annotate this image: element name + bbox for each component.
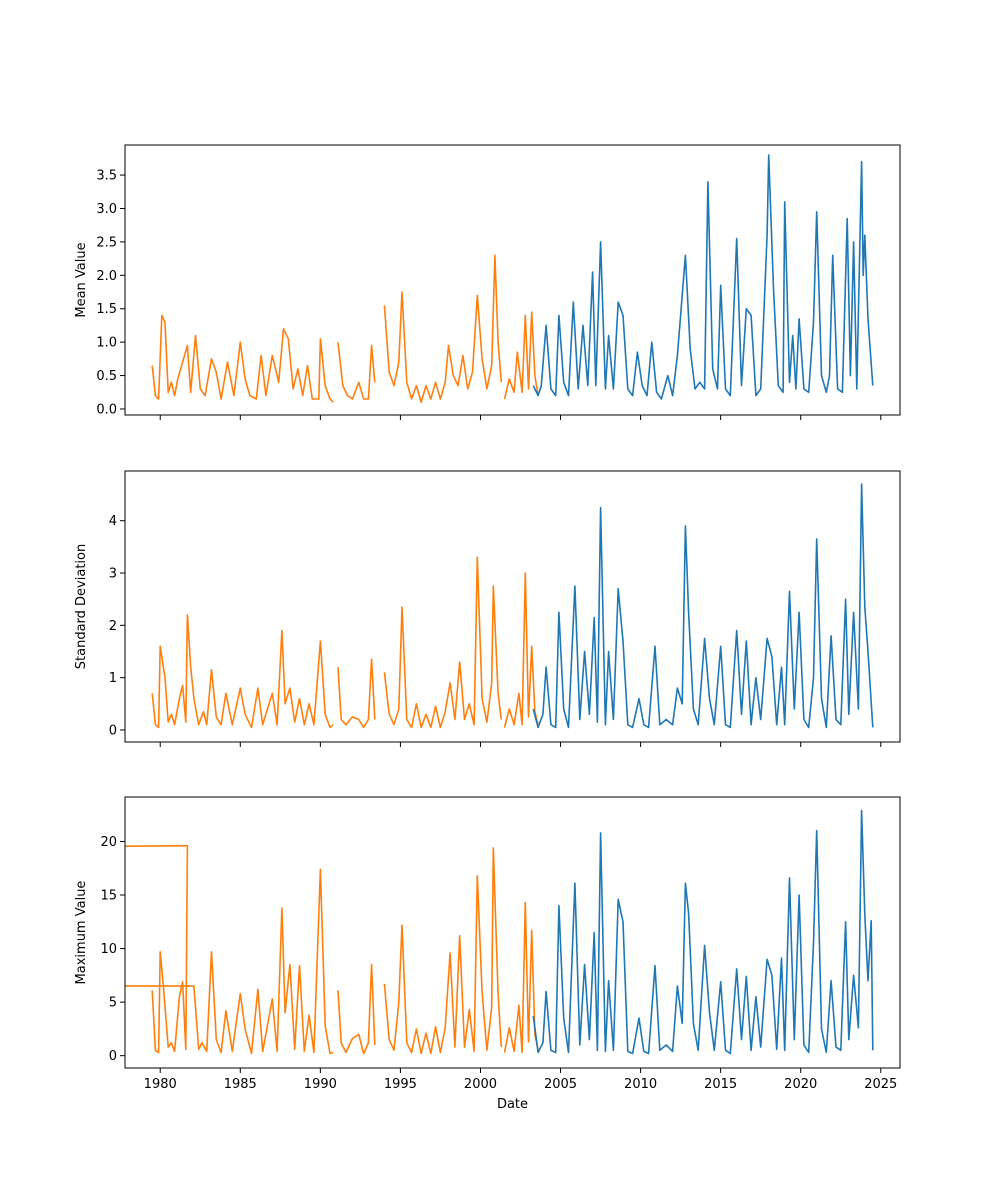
series-segment bbox=[383, 847, 503, 1055]
series-segment bbox=[503, 311, 539, 400]
x-tick-label: 2010 bbox=[624, 1077, 657, 1092]
y-tick-label: 0 bbox=[109, 1049, 117, 1064]
series-2-line bbox=[532, 154, 874, 400]
series-segment bbox=[151, 314, 334, 403]
y-axis-label: Standard Deviation bbox=[74, 544, 89, 669]
y-tick-label: 3 bbox=[109, 567, 117, 582]
series-2-line bbox=[532, 809, 874, 1055]
y-tick-label: 2 bbox=[109, 619, 117, 634]
x-tick-label: 2005 bbox=[544, 1077, 577, 1092]
series-segment bbox=[532, 809, 874, 1055]
series-segment bbox=[503, 572, 539, 728]
y-tick-label: 1.5 bbox=[96, 302, 117, 317]
y-tick-label: 20 bbox=[100, 835, 117, 850]
x-tick-label: 2025 bbox=[864, 1077, 897, 1092]
subplot-1: 0.0 0.5 1.0 1.5 2.0 2.5 3.0 3.5 Mean Value bbox=[74, 144, 901, 420]
series-segment bbox=[503, 901, 539, 1054]
series-segment bbox=[532, 483, 874, 729]
y-tick-label: 1.0 bbox=[96, 336, 117, 351]
series-1-line bbox=[151, 254, 539, 404]
y-tick-label: 3.0 bbox=[96, 202, 117, 217]
x-axis-label: Date bbox=[497, 1097, 528, 1112]
series-segment bbox=[383, 556, 503, 729]
y-tick-label: 1 bbox=[109, 671, 117, 686]
x-tick-label: 2015 bbox=[704, 1077, 737, 1092]
series-segment bbox=[337, 342, 376, 400]
x-tick-label: 1980 bbox=[144, 1077, 177, 1092]
series-segment bbox=[383, 254, 503, 404]
series-1-line bbox=[151, 556, 539, 729]
subplot-3: 1980 1985 1990 1995 2000 2005 2010 2015 2020 2025… bbox=[74, 796, 901, 1112]
x-tick-label: 2020 bbox=[784, 1077, 817, 1092]
y-tick-label: 4 bbox=[109, 514, 117, 529]
x-tick-label: 1985 bbox=[224, 1077, 257, 1092]
y-tick-label: 2.5 bbox=[96, 235, 117, 250]
series-1-line bbox=[125, 844, 539, 1055]
y-axis-label: Mean Value bbox=[74, 242, 89, 317]
y-tick-label: 0.0 bbox=[96, 402, 117, 417]
y-tick-label: 5 bbox=[109, 996, 117, 1011]
axes-frame bbox=[124, 470, 901, 743]
series-segment bbox=[125, 844, 334, 1055]
y-axis-label: Maximum Value bbox=[74, 881, 89, 985]
axes-frame bbox=[124, 144, 901, 416]
axes-frame bbox=[124, 796, 901, 1069]
subplot-2: 0 1 2 3 4 Standard Deviation bbox=[74, 470, 901, 747]
x-tick-label: 1990 bbox=[304, 1077, 337, 1092]
y-tick-label: 0 bbox=[109, 723, 117, 738]
y-tick-label: 0.5 bbox=[96, 369, 117, 384]
y-tick-label: 2.0 bbox=[96, 269, 117, 284]
y-tick-label: 10 bbox=[100, 942, 117, 957]
series-segment bbox=[532, 154, 874, 400]
series-2-line bbox=[532, 483, 874, 729]
series-segment bbox=[151, 614, 334, 729]
x-tick-label: 1995 bbox=[384, 1077, 417, 1092]
y-tick-label: 3.5 bbox=[96, 169, 117, 184]
x-tick-label: 2000 bbox=[464, 1077, 497, 1092]
series-segment bbox=[337, 963, 376, 1055]
series-segment bbox=[337, 658, 376, 729]
y-tick-label: 15 bbox=[100, 889, 117, 904]
